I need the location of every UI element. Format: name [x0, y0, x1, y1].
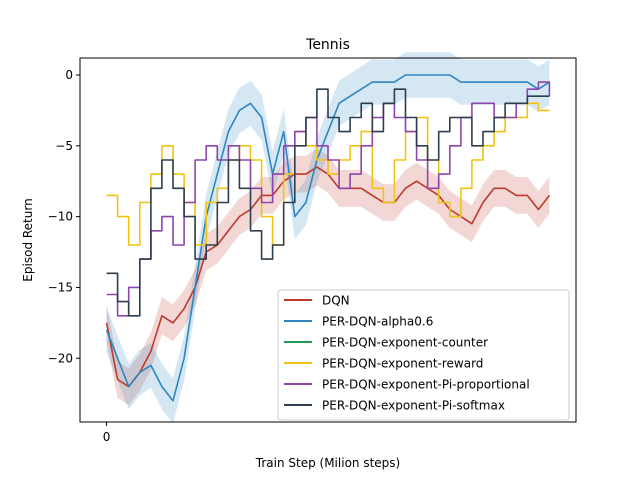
- y-axis-ticks: 0 −5 −10 −15 −20: [48, 68, 80, 365]
- band-per-dqn-alpha0-6: [106, 52, 550, 424]
- confidence-bands: [106, 52, 550, 424]
- series-line-per-dqn-alpha0-6: [105, 74, 550, 402]
- legend-label-dqn: DQN: [322, 294, 350, 308]
- chart-title: Tennis: [305, 37, 350, 53]
- y-tick-label: −15: [48, 280, 73, 294]
- legend-label-per-dqn-exponent-reward: PER-DQN-exponent-reward: [322, 357, 483, 371]
- band-dqn: [106, 148, 550, 405]
- x-axis-label: Train Step (Milion steps): [255, 456, 400, 470]
- legend-label-per-dqn-exponent-pi-softmax: PER-DQN-exponent-Pi-softmax: [322, 399, 505, 413]
- legend: DQN PER-DQN-alpha0.6 PER-DQN-exponent-coun…: [277, 289, 570, 421]
- series-lines: [105, 74, 551, 402]
- legend-label-per-dqn-exponent-pi-proportional: PER-DQN-exponent-Pi-proportional: [322, 378, 530, 392]
- x-axis-ticks: 0: [103, 422, 111, 444]
- legend-box: [277, 289, 570, 421]
- series-line-per-dqn-exponent-pi-softmax: [106, 88, 550, 317]
- y-tick-label: 0: [65, 68, 73, 82]
- y-axis-label: Episod Return: [21, 198, 35, 281]
- y-tick-label: −10: [48, 210, 73, 224]
- y-tick-label: −20: [48, 351, 73, 365]
- y-tick-label: −5: [55, 139, 73, 153]
- legend-label-per-dqn-exponent-counter: PER-DQN-exponent-counter: [322, 336, 488, 350]
- legend-label-per-dqn-alpha0-6: PER-DQN-alpha0.6: [322, 315, 433, 329]
- x-tick-label: 0: [103, 430, 111, 444]
- plot-area-frame: [79, 57, 577, 423]
